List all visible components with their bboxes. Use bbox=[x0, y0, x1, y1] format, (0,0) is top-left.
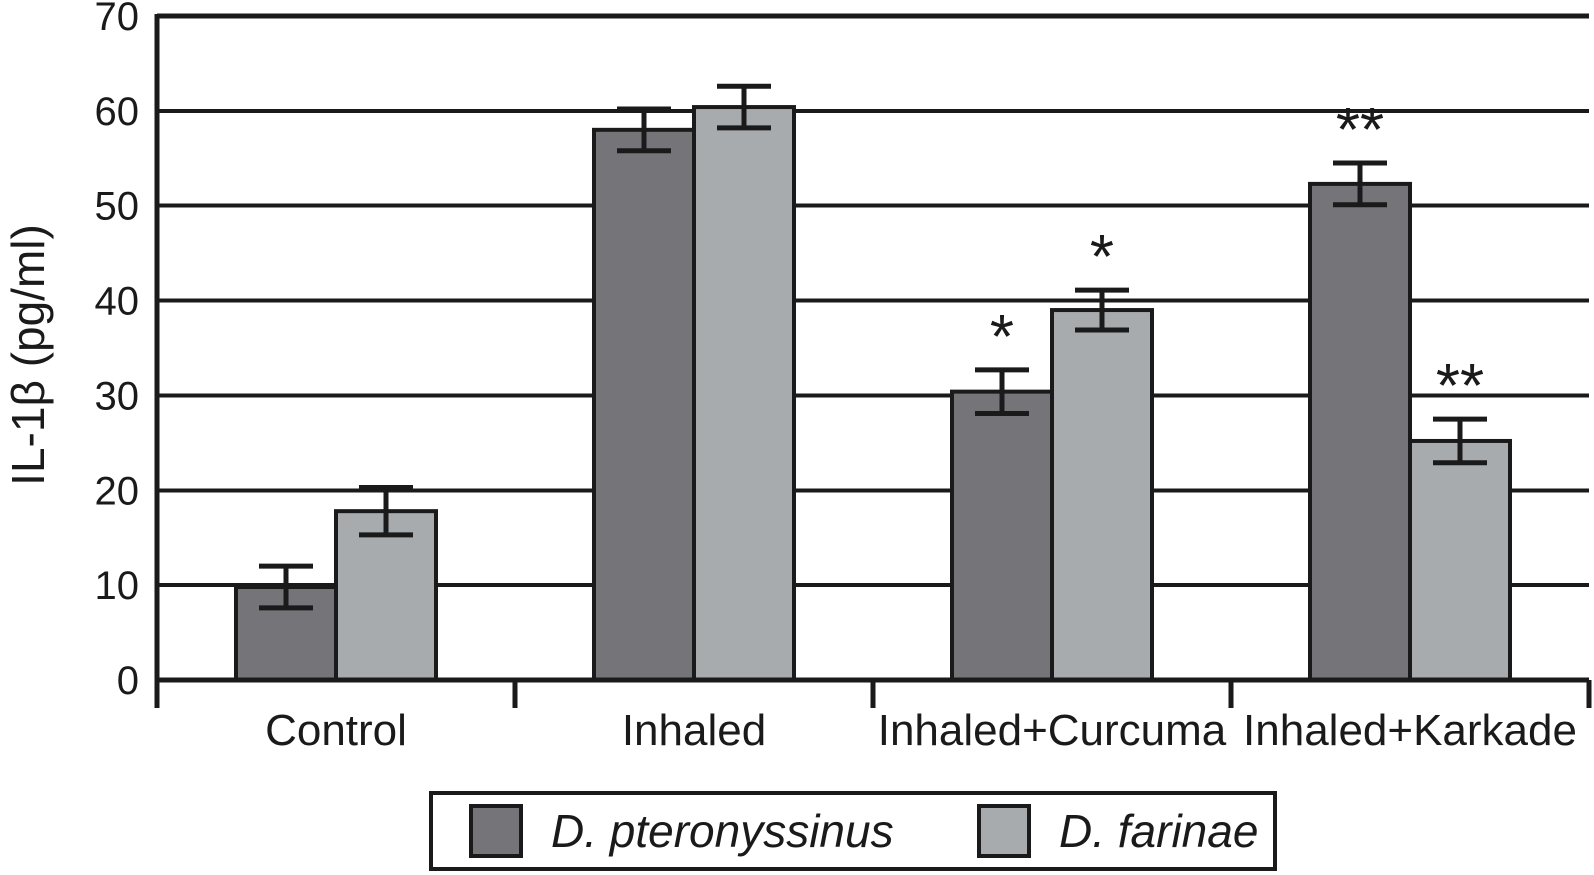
y-tick-label-50: 50 bbox=[95, 185, 140, 229]
y-tick-label-40: 40 bbox=[95, 280, 140, 324]
legend-label-d-farinae: D. farinae bbox=[1059, 805, 1259, 857]
y-tick-label-10: 10 bbox=[95, 564, 140, 608]
bar-d-farinae-inhaled bbox=[692, 105, 796, 682]
legend-entry: D. farinae bbox=[977, 795, 1258, 867]
bar-d-pteronyssinus-inhaled-curcuma bbox=[950, 389, 1054, 682]
x-category-label-control: Control bbox=[265, 706, 407, 755]
x-category-label-inhaled: Inhaled bbox=[622, 706, 766, 755]
y-axis-title: IL-1β (pg/ml) bbox=[2, 224, 54, 486]
legend: D. pteronyssinus D. farinae bbox=[429, 791, 1277, 871]
x-category-label-inhaled-curcuma: Inhaled+Curcuma bbox=[878, 706, 1227, 755]
bar-d-farinae-control bbox=[334, 509, 438, 683]
y-tick-label-20: 20 bbox=[95, 469, 140, 513]
y-tick-label-70: 70 bbox=[95, 0, 140, 39]
significance-marker-d-pteronyssinus-inhaled-curcuma: * bbox=[990, 303, 1014, 372]
legend-label-d-pteronyssinus: D. pteronyssinus bbox=[551, 805, 894, 857]
legend-swatch-d-farinae bbox=[977, 804, 1031, 858]
bar-d-pteronyssinus-inhaled-karkade bbox=[1308, 181, 1412, 682]
bar-d-pteronyssinus-inhaled bbox=[592, 127, 696, 683]
legend-entry: D. pteronyssinus bbox=[469, 795, 894, 867]
significance-marker-d-pteronyssinus-inhaled-karkade: ** bbox=[1336, 96, 1384, 165]
significance-marker-d-farinae-inhaled-karkade: ** bbox=[1436, 352, 1484, 421]
y-tick-label-30: 30 bbox=[95, 374, 140, 418]
bar-d-farinae-inhaled-curcuma bbox=[1050, 308, 1154, 682]
legend-swatch-d-pteronyssinus bbox=[469, 804, 523, 858]
x-category-label-inhaled-karkade: Inhaled+Karkade bbox=[1243, 706, 1577, 755]
bar-d-farinae-inhaled-karkade bbox=[1408, 438, 1512, 682]
y-tick-label-0: 0 bbox=[117, 659, 139, 703]
y-tick-label-60: 60 bbox=[95, 90, 140, 134]
significance-marker-d-farinae-inhaled-curcuma: * bbox=[1090, 223, 1114, 292]
